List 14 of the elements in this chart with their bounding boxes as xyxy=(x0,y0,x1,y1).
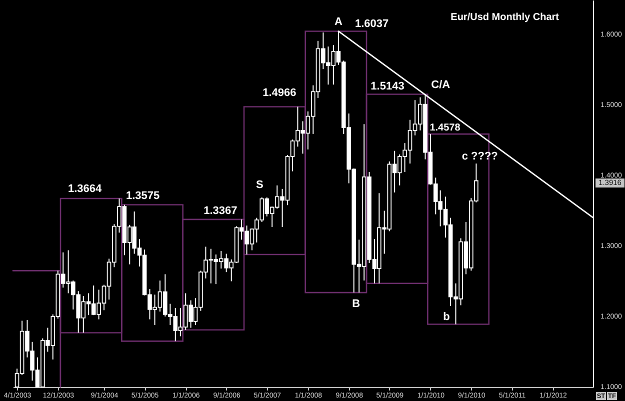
annotation: 1.3367 xyxy=(204,205,238,217)
text: Eur/Usd Monthly Chart xyxy=(450,12,560,23)
annotation: 1.3664 xyxy=(68,183,102,195)
annotation: B xyxy=(352,298,360,310)
annotation: C/A xyxy=(431,79,450,91)
annotation: S xyxy=(256,178,264,191)
annotation: b xyxy=(443,311,450,323)
annotation: 1.6037 xyxy=(354,18,389,30)
annotation: 1.4966 xyxy=(262,87,296,99)
annotation: c ???? xyxy=(462,150,498,163)
annotation: A xyxy=(334,16,342,28)
annotation: 1.5143 xyxy=(370,80,404,92)
annotation: 1.4578 xyxy=(430,122,461,134)
annotation: 1.3575 xyxy=(126,190,160,202)
